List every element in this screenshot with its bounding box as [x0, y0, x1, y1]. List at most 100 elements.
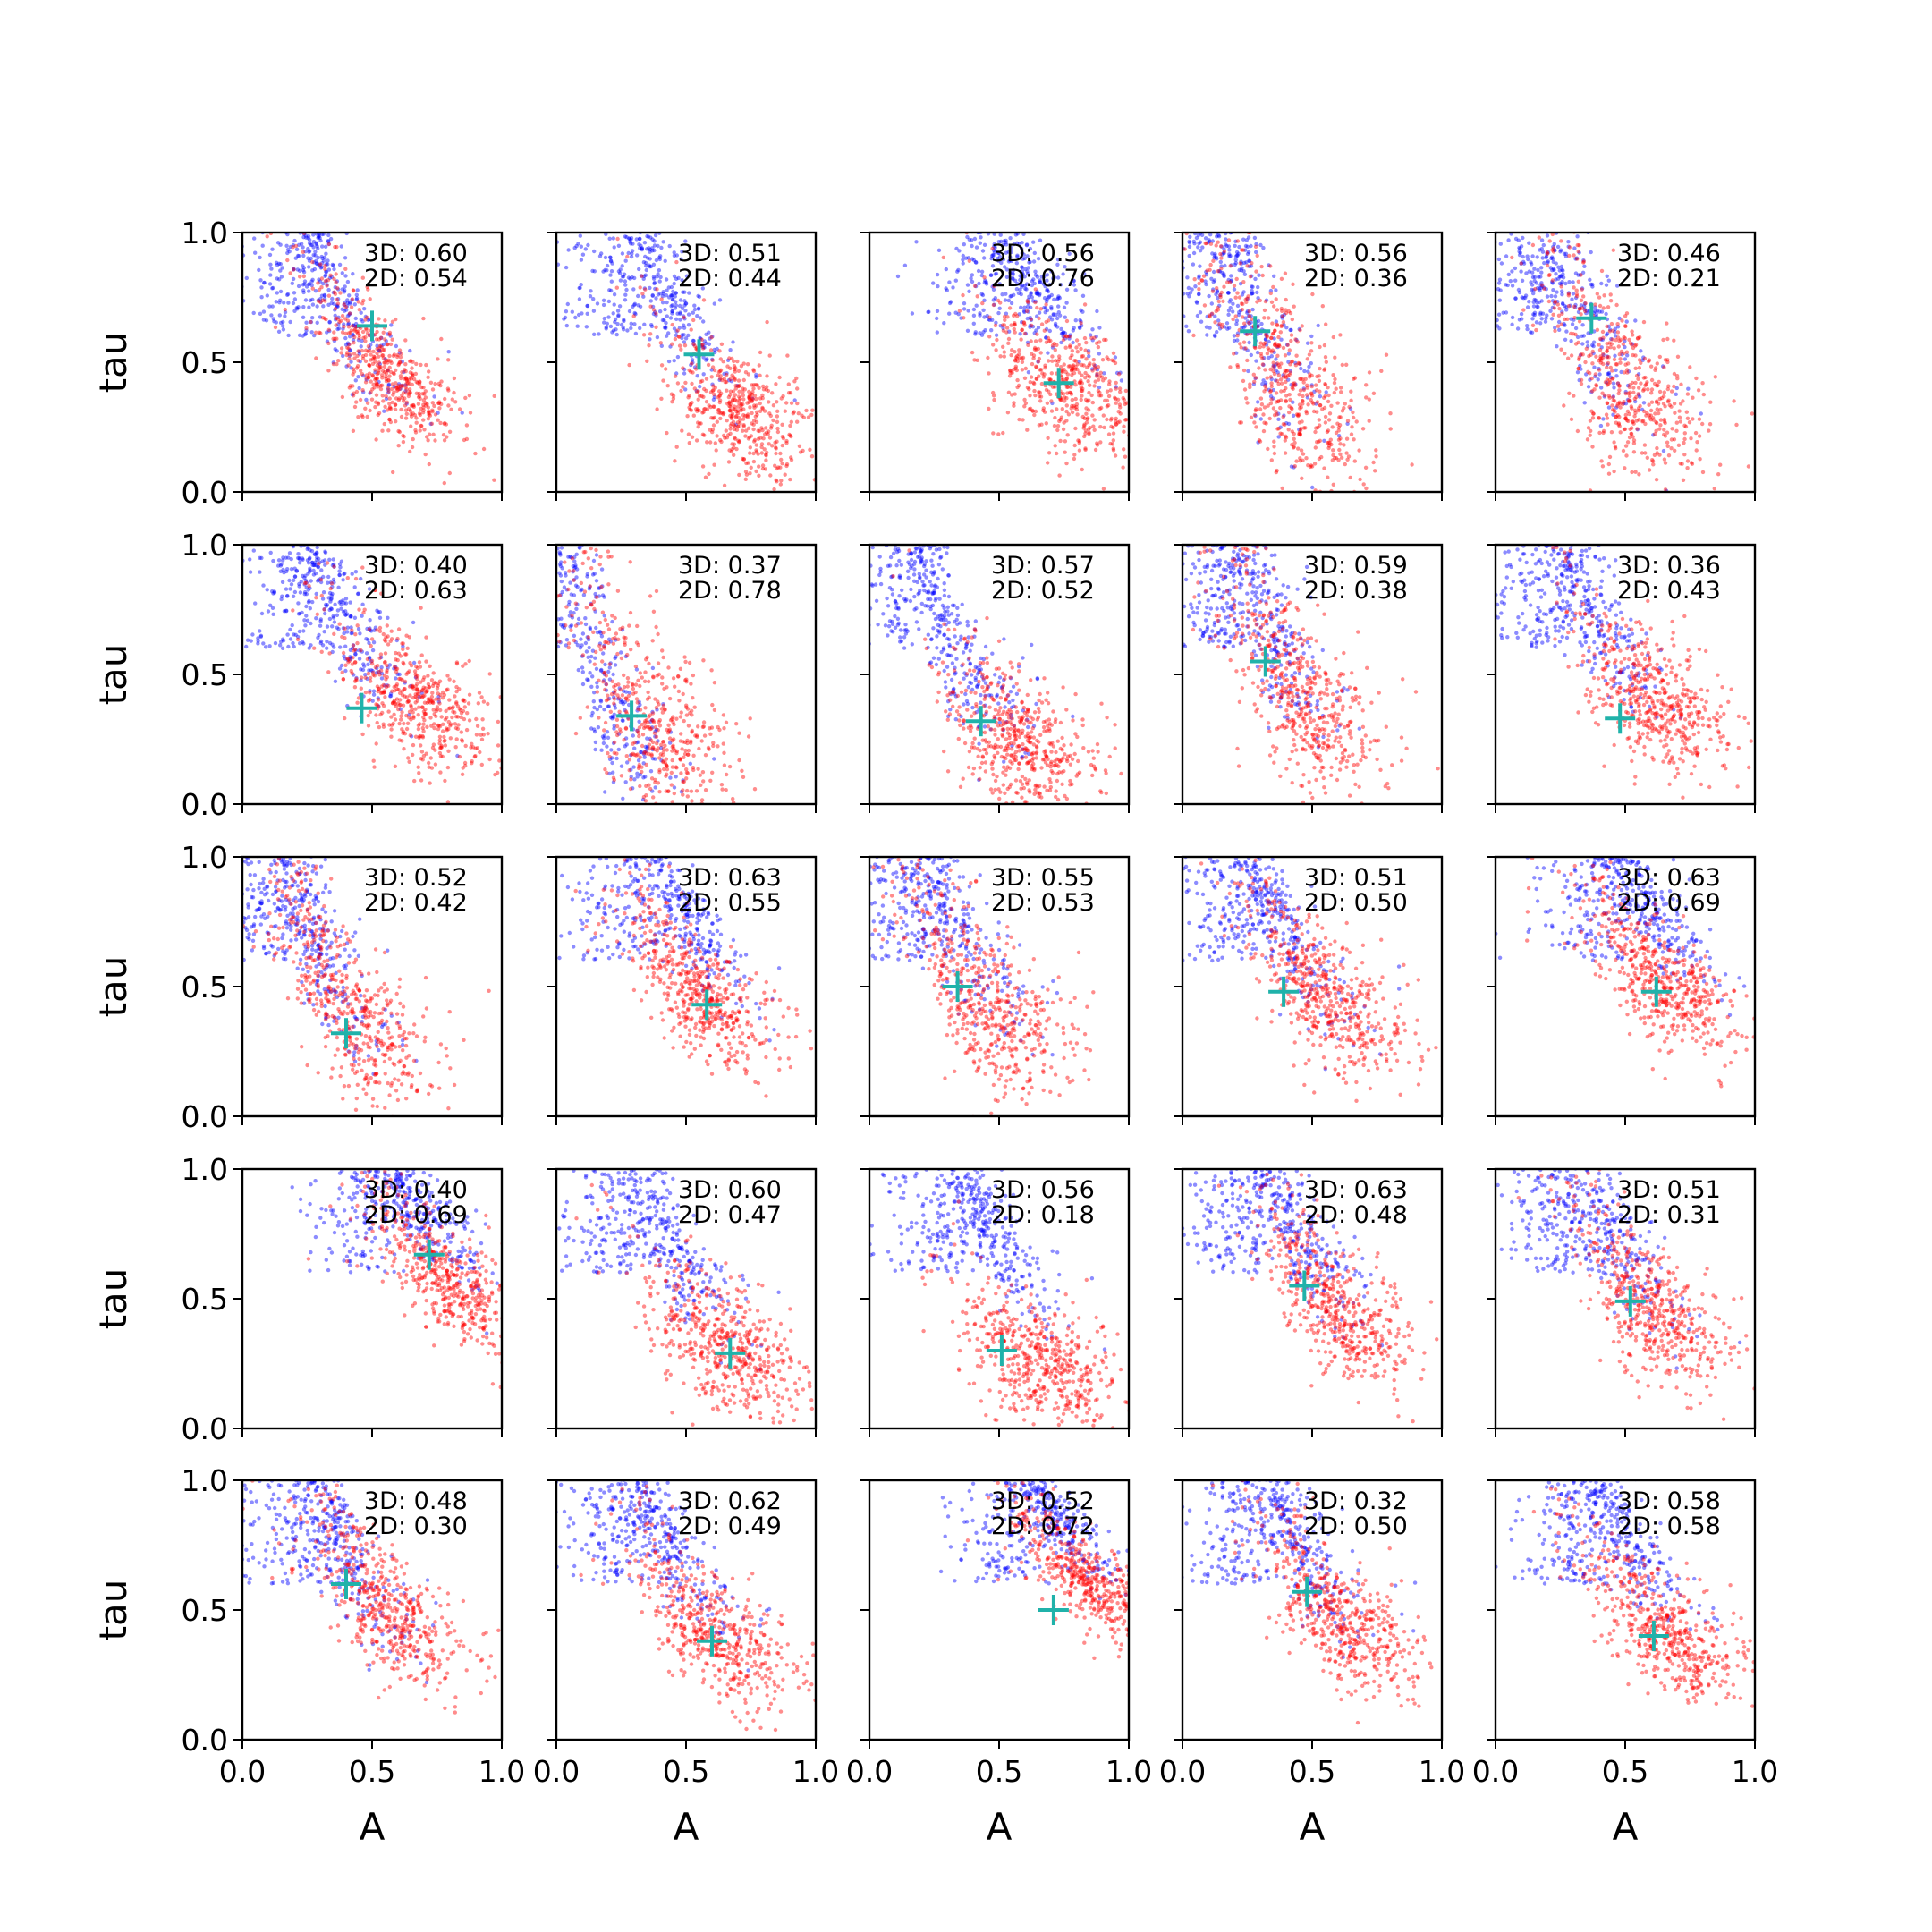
scatter-point	[366, 638, 370, 642]
scatter-point	[1178, 284, 1182, 288]
scatter-point	[394, 381, 398, 386]
scatter-point	[243, 538, 247, 541]
scatter-point	[1618, 337, 1623, 342]
scatter-point	[316, 578, 321, 582]
scatter-point	[427, 462, 431, 467]
scatter-point	[299, 538, 302, 541]
scatter-point	[634, 237, 639, 242]
scatter-point	[739, 402, 743, 407]
scatter-point	[608, 273, 613, 277]
scatter-point	[727, 401, 732, 405]
scatter-point	[1626, 361, 1631, 366]
scatter-point	[419, 385, 424, 390]
scatter-point	[1227, 300, 1232, 304]
scatter-point	[781, 394, 785, 399]
scatter-point	[1532, 267, 1537, 271]
scatter-point	[1219, 256, 1224, 260]
scatter-point	[1617, 388, 1622, 393]
scatter-point	[746, 412, 750, 417]
scatter-point	[1051, 277, 1056, 282]
scatter-point	[754, 372, 758, 377]
scatter-point	[1279, 337, 1284, 342]
scatter-point	[956, 312, 961, 317]
scatter-point	[735, 411, 741, 416]
scatter-point	[1623, 416, 1628, 421]
scatter-point	[298, 268, 302, 273]
scatter-point	[352, 335, 357, 340]
scatter-point	[341, 326, 345, 331]
scatter-point	[1175, 275, 1179, 279]
scatter-point	[311, 563, 317, 568]
scatter-point	[1609, 336, 1614, 342]
scatter-point	[681, 290, 685, 294]
scatter-point	[1318, 389, 1322, 394]
scatter-point	[298, 590, 303, 595]
scatter-point	[1090, 369, 1095, 373]
scatter-point	[1055, 362, 1060, 368]
scatter-point	[732, 359, 736, 364]
scatter-point	[267, 282, 273, 286]
scatter-point	[365, 284, 369, 289]
scatter-point	[1601, 417, 1606, 421]
scatter-point	[1033, 269, 1038, 274]
scatter-point	[1305, 341, 1310, 345]
scatter-point	[731, 389, 736, 394]
scatter-point	[334, 272, 338, 276]
scatter-point	[683, 387, 688, 392]
scatter-point	[1003, 225, 1006, 229]
scatter-point	[249, 639, 253, 643]
scatter-point	[1649, 387, 1655, 392]
scatter-point	[1046, 295, 1051, 300]
scatter-point	[1035, 291, 1040, 295]
scatter-point	[1108, 388, 1113, 393]
scatter-point	[1095, 368, 1100, 372]
scatter-point	[734, 409, 739, 414]
scatter-point	[1732, 399, 1736, 403]
scatter-point	[1186, 329, 1191, 334]
scatter-point	[1287, 393, 1292, 397]
scatter-point	[1297, 420, 1302, 425]
scatter-point	[318, 315, 323, 319]
scatter-point	[1549, 317, 1555, 321]
scatter-point	[1273, 378, 1278, 383]
scatter-point	[1111, 359, 1116, 363]
scatter-point	[1042, 328, 1047, 333]
scatter-point	[665, 430, 669, 436]
scatter-point	[1216, 269, 1221, 274]
scatter-point	[691, 338, 696, 343]
scatter-point	[741, 386, 745, 391]
scatter-point	[627, 236, 631, 242]
scatter-point	[711, 397, 716, 402]
scatter-point	[359, 318, 363, 322]
scatter-point	[366, 287, 370, 292]
scatter-point	[1294, 459, 1299, 463]
scatter-point	[680, 250, 684, 254]
scatter-point	[1263, 337, 1268, 342]
scatter-point	[427, 432, 432, 436]
scatter-point	[1674, 386, 1680, 391]
scatter-point	[301, 641, 306, 646]
scatter-point	[352, 404, 358, 410]
scatter-point	[1015, 353, 1020, 359]
scatter-point	[1058, 417, 1063, 422]
scatter-point	[359, 310, 363, 315]
scatter-point	[1586, 343, 1590, 349]
scatter-point	[411, 411, 415, 416]
scatter-point	[699, 379, 703, 384]
scatter-point	[1105, 417, 1109, 422]
scatter-point	[1239, 261, 1244, 266]
scatter-point	[604, 325, 608, 329]
scatter-point	[1234, 250, 1240, 255]
scatter-point	[1195, 313, 1200, 318]
scatter-point	[296, 601, 301, 606]
scatter-point	[1238, 261, 1242, 266]
scatter-point	[1623, 417, 1629, 421]
scatter-point	[409, 414, 414, 419]
scatter-point	[1516, 238, 1521, 242]
scatter-point	[1217, 303, 1222, 308]
scatter-point	[670, 309, 674, 314]
scatter-point	[1053, 321, 1058, 326]
scatter-point	[328, 236, 334, 242]
scatter-point	[1642, 387, 1647, 392]
scatter-point	[1605, 377, 1610, 382]
